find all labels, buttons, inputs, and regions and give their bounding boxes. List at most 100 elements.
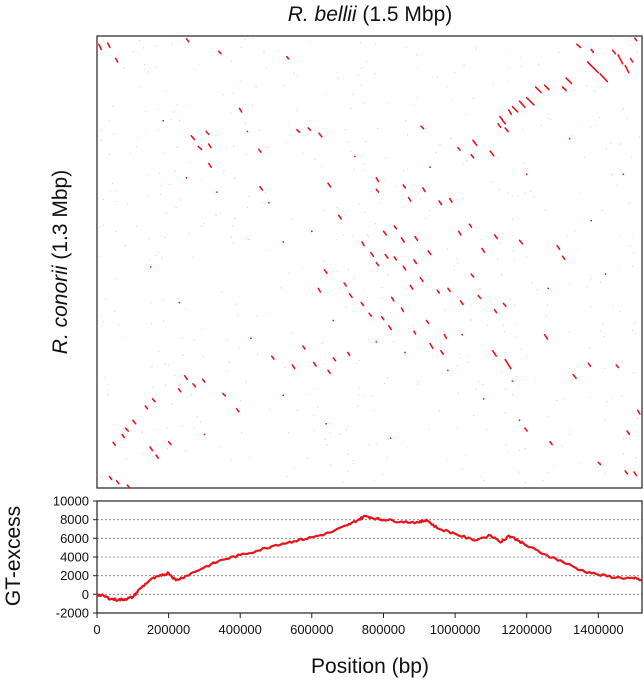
background-speck xyxy=(135,146,137,148)
background-speck xyxy=(589,347,591,349)
background-speck xyxy=(330,436,332,438)
background-speck xyxy=(466,361,468,363)
alignment-dot xyxy=(310,230,313,233)
background-speck xyxy=(429,428,430,430)
dotplot-title-italic: R. bellii xyxy=(288,3,358,26)
background-speck xyxy=(429,210,431,212)
alignment-dot xyxy=(353,155,356,158)
gt-ytick-label: 6000 xyxy=(60,531,89,546)
alignment-segment xyxy=(447,287,451,293)
background-speck xyxy=(133,51,135,53)
background-speck xyxy=(165,90,167,92)
background-speck xyxy=(417,68,419,70)
background-speck xyxy=(234,177,236,179)
alignment-segment xyxy=(155,454,159,459)
background-speck xyxy=(112,105,114,107)
background-speck xyxy=(115,231,117,233)
alignment-segment xyxy=(112,441,117,447)
background-speck xyxy=(512,195,514,197)
background-speck xyxy=(347,453,349,455)
background-speck xyxy=(395,436,397,438)
background-speck xyxy=(255,86,257,88)
alignment-segment xyxy=(402,184,407,189)
background-speck xyxy=(439,144,441,146)
alignment-segment xyxy=(375,188,380,193)
background-speck xyxy=(594,124,596,126)
background-speck xyxy=(505,444,507,445)
alignment-segment xyxy=(556,244,561,250)
alignment-segment xyxy=(323,268,328,274)
background-speck xyxy=(114,201,116,203)
background-speck xyxy=(366,61,368,63)
alignment-segment xyxy=(498,115,504,121)
gt-xtick-label: 1200000 xyxy=(501,622,552,637)
background-speck xyxy=(365,141,367,142)
background-speck xyxy=(444,309,446,311)
background-speck xyxy=(178,298,180,300)
alignment-dot xyxy=(511,380,514,382)
alignment-segment xyxy=(291,364,296,370)
background-speck xyxy=(163,151,165,153)
dotplot-ylabel-italic: R. conorii xyxy=(49,264,72,354)
alignment-segment xyxy=(327,182,332,188)
background-speck xyxy=(547,471,549,473)
background-speck xyxy=(222,93,224,95)
background-speck xyxy=(362,163,364,165)
background-speck xyxy=(189,161,191,163)
background-speck xyxy=(603,336,605,337)
background-speck xyxy=(161,257,163,259)
gt-ytick-label: 0 xyxy=(82,587,89,602)
alignment-segment xyxy=(115,480,120,485)
background-speck xyxy=(363,66,365,68)
background-speck xyxy=(418,381,419,383)
background-speck xyxy=(418,192,420,194)
background-speck xyxy=(511,218,513,220)
background-speck xyxy=(171,438,173,440)
background-speck xyxy=(109,190,111,192)
background-speck xyxy=(589,396,591,398)
background-speck xyxy=(167,364,169,366)
background-speck xyxy=(339,433,341,435)
background-speck xyxy=(634,322,636,324)
alignment-dot xyxy=(185,177,188,179)
background-speck xyxy=(348,425,350,427)
alignment-segment xyxy=(636,409,641,415)
background-speck xyxy=(293,72,295,74)
background-speck xyxy=(439,410,440,412)
background-speck xyxy=(366,296,368,298)
alignment-segment xyxy=(317,287,322,293)
background-speck xyxy=(105,299,107,300)
background-speck xyxy=(405,47,407,49)
background-speck xyxy=(368,444,370,446)
background-speck xyxy=(634,333,636,335)
background-speck xyxy=(452,98,454,100)
background-speck xyxy=(521,348,522,350)
background-speck xyxy=(633,252,635,254)
background-speck xyxy=(193,340,195,341)
background-speck xyxy=(296,110,298,112)
background-speck xyxy=(352,235,354,237)
background-speck xyxy=(263,51,265,53)
background-speck xyxy=(537,289,538,291)
background-speck xyxy=(139,40,141,42)
background-speck xyxy=(407,447,409,449)
background-speck xyxy=(352,462,354,464)
background-speck xyxy=(252,38,254,39)
background-speck xyxy=(230,112,232,114)
alignment-segment xyxy=(190,135,196,141)
background-speck xyxy=(113,133,115,135)
alignment-segment xyxy=(572,373,577,380)
background-speck xyxy=(629,245,631,246)
background-speck xyxy=(136,225,138,227)
alignment-segment xyxy=(518,239,524,245)
alignment-segment xyxy=(409,284,414,290)
background-speck xyxy=(474,50,476,51)
background-speck xyxy=(166,212,167,214)
alignment-dot xyxy=(622,173,625,176)
background-speck xyxy=(100,139,102,141)
background-speck xyxy=(326,444,328,446)
background-speck xyxy=(164,237,166,238)
background-speck xyxy=(622,438,624,440)
gt-xtick-label: 1400000 xyxy=(573,622,624,637)
background-speck xyxy=(477,295,479,297)
